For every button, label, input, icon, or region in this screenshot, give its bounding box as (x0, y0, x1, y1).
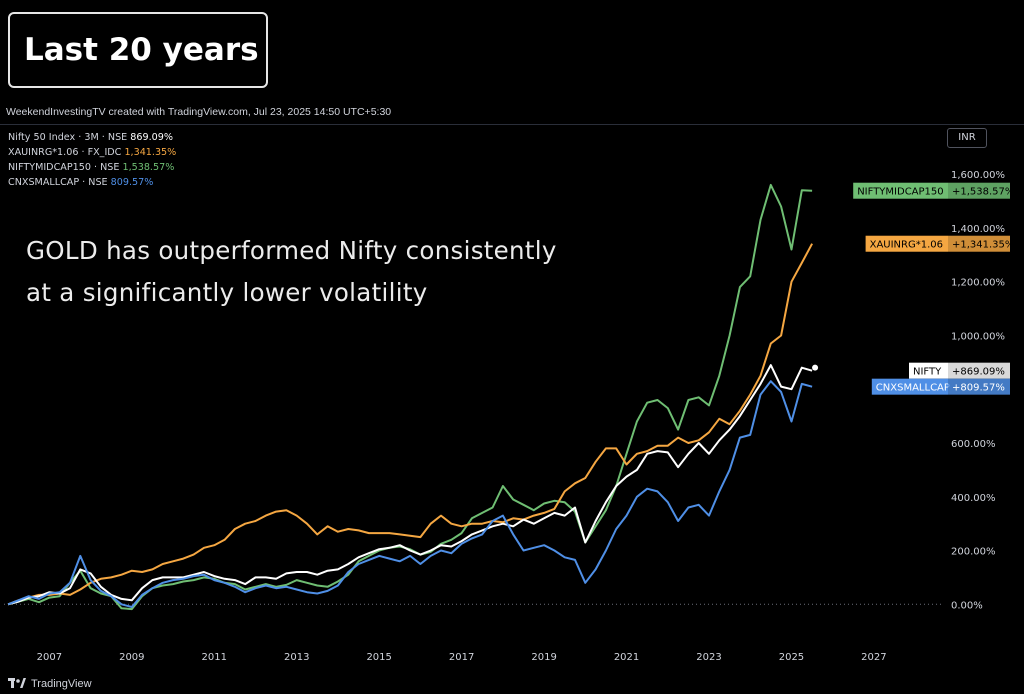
x-tick-label: 2013 (284, 652, 309, 663)
y-tick-label: 1,200.00% (951, 278, 1005, 289)
series-legend: Nifty 50 Index · 3M · NSE 869.09% XAUINR… (8, 130, 176, 190)
price-label-name-bg-niftymidcap150 (853, 182, 948, 199)
legend-value: 809.57% (110, 177, 154, 188)
legend-item-smallcap[interactable]: CNXSMALLCAP · NSE 809.57% (8, 175, 176, 190)
price-label-name-bg-nifty (909, 362, 948, 379)
annotation-line-2: at a significantly lower volatility (26, 278, 428, 307)
x-tick-label: 2007 (37, 652, 62, 663)
tradingview-footer[interactable]: TradingView (8, 676, 92, 692)
price-label-value-niftymidcap150: +1,538.57% (952, 187, 1014, 198)
x-tick-label: 2019 (531, 652, 556, 663)
legend-name: NIFTYMIDCAP150 · NSE (8, 162, 120, 173)
legend-item-midcap[interactable]: NIFTYMIDCAP150 · NSE 1,538.57% (8, 160, 176, 175)
price-label-value-xauinrg-1-06: +1,341.35% (952, 240, 1014, 251)
legend-name: XAUINRG*1.06 · FX_IDC (8, 147, 122, 158)
price-label-value-bg-niftymidcap150 (948, 182, 1010, 199)
header-divider (0, 124, 1024, 125)
x-tick-label: 2025 (779, 652, 804, 663)
series-line-xauinrg-1-06 (7, 243, 813, 606)
price-label-value-bg-cnxsmallcap (948, 378, 1010, 395)
x-tick-label: 2027 (861, 652, 886, 663)
title-banner: Last 20 years (8, 12, 268, 88)
series-line-nifty (7, 364, 813, 606)
legend-value: 1,341.35% (124, 147, 177, 158)
y-tick-label: 1,600.00% (951, 170, 1005, 181)
price-label-name-bg-xauinrg-1-06 (865, 235, 948, 252)
chart-annotation: GOLD has outperformed Nifty consistently… (26, 230, 557, 314)
price-label-name-cnxsmallcap: CNXSMALLCAP (876, 383, 950, 394)
x-tick-label: 2023 (696, 652, 721, 663)
x-tick-label: 2017 (449, 652, 474, 663)
banner-title: Last 20 years (24, 32, 259, 68)
y-tick-label: 600.00% (951, 439, 996, 450)
price-label-value-bg-nifty (948, 362, 1010, 379)
legend-name: Nifty 50 Index · 3M · NSE (8, 132, 128, 143)
legend-item-gold[interactable]: XAUINRG*1.06 · FX_IDC 1,341.35% (8, 145, 176, 160)
x-tick-label: 2021 (614, 652, 639, 663)
y-tick-label: 400.00% (951, 493, 996, 504)
x-tick-label: 2009 (119, 652, 144, 663)
y-tick-label: 200.00% (951, 547, 996, 558)
y-tick-label: 1,000.00% (951, 331, 1005, 342)
legend-value: 1,538.57% (122, 162, 175, 173)
tradingview-logo-icon (8, 678, 26, 688)
price-label-value-cnxsmallcap: +809.57% (952, 383, 1005, 394)
price-label-value-nifty: +869.09% (952, 367, 1005, 378)
price-label-value-bg-xauinrg-1-06 (948, 235, 1010, 252)
y-tick-label: 1,400.00% (951, 224, 1005, 235)
legend-item-nifty[interactable]: Nifty 50 Index · 3M · NSE 869.09% (8, 130, 176, 145)
currency-button[interactable]: INR (947, 128, 987, 148)
y-tick-label: 0.00% (951, 600, 983, 611)
price-label-name-bg-cnxsmallcap (871, 378, 948, 395)
last-point-marker (812, 364, 819, 371)
price-label-name-nifty: NIFTY (913, 367, 942, 378)
x-tick-label: 2011 (202, 652, 227, 663)
footer-brand: TradingView (31, 678, 92, 690)
annotation-line-1: GOLD has outperformed Nifty consistently (26, 236, 557, 265)
price-label-name-xauinrg-1-06: XAUINRG*1.06 (870, 240, 943, 251)
x-tick-label: 2015 (366, 652, 391, 663)
chart-credit: WeekendInvestingTV created with TradingV… (6, 106, 392, 118)
price-label-name-niftymidcap150: NIFTYMIDCAP150 (857, 187, 943, 198)
legend-value: 869.09% (130, 132, 173, 143)
series-line-cnxsmallcap (7, 380, 813, 608)
legend-name: CNXSMALLCAP · NSE (8, 177, 108, 188)
